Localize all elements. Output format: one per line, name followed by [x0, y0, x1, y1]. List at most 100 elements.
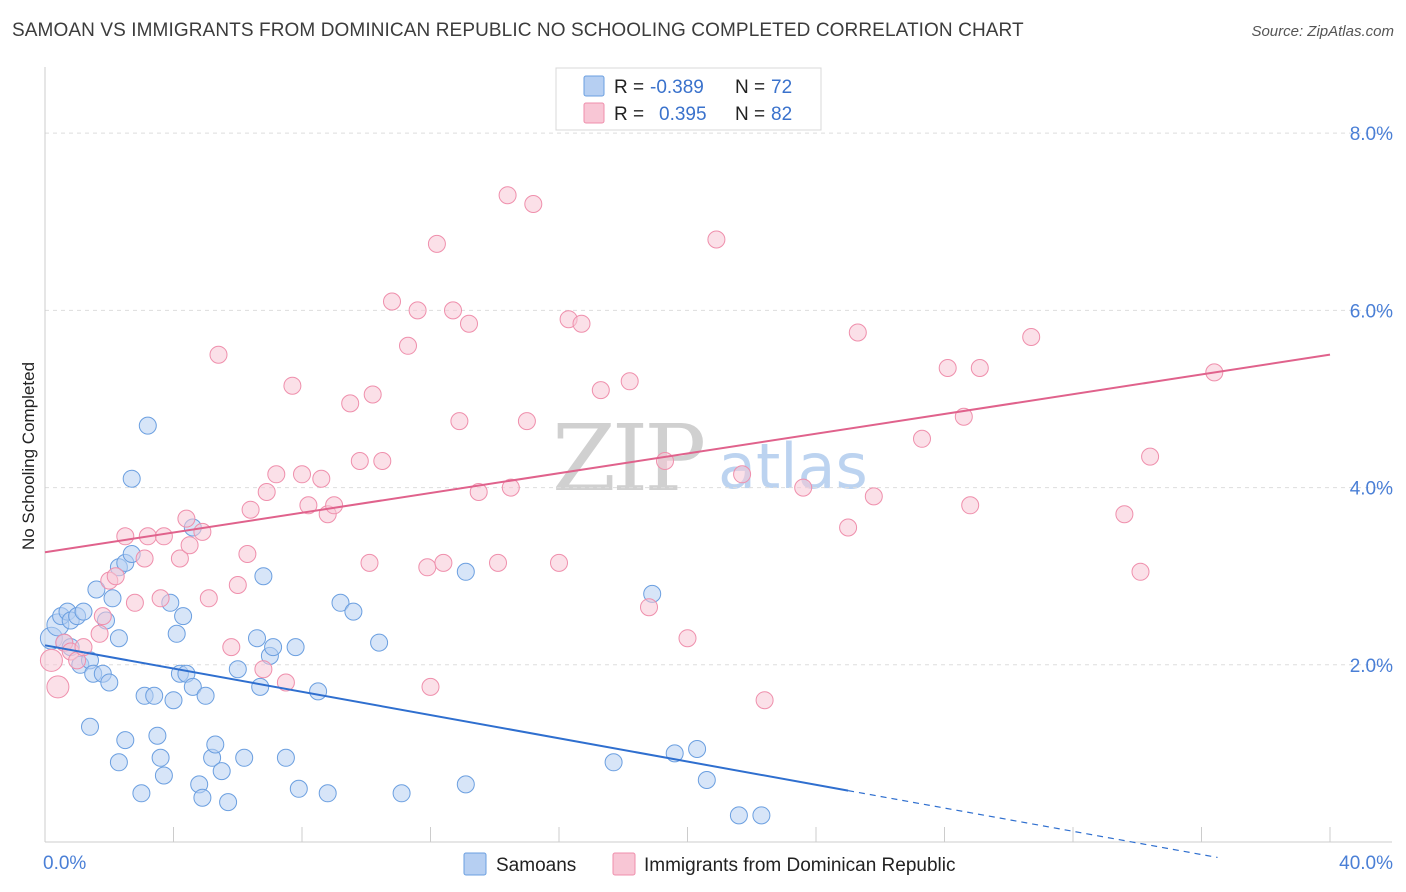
dominican-point-80	[1141, 447, 1160, 466]
samoan-point-23	[138, 416, 157, 435]
dominican-point-66	[733, 465, 752, 484]
legend-n-label-1: N =	[735, 77, 765, 98]
dominican-point-6	[90, 624, 109, 643]
dominican-point-71	[864, 487, 883, 506]
y-tick-label-2: 6.0%	[1350, 301, 1393, 322]
dominican-point-67	[755, 691, 774, 710]
dominican-point-46	[427, 234, 446, 253]
legend-n-label-2: N =	[735, 104, 765, 125]
legend-swatch-dominican	[583, 102, 605, 124]
axes	[44, 67, 1392, 843]
legend-r-value-1: -0.389	[650, 77, 704, 98]
samoan-point-70	[132, 784, 151, 803]
samoan-point-30	[167, 624, 186, 643]
samoan-point-54	[318, 784, 337, 803]
dominican-point-42	[399, 336, 417, 355]
y-axis-label: No Schooling Completed	[19, 362, 38, 550]
dominican-point-0	[39, 648, 63, 672]
dominican-point-69	[839, 518, 858, 537]
chart-source: Source: ZipAtlas.com	[1251, 23, 1394, 40]
dominican-point-10	[116, 527, 135, 546]
dominican-point-53	[498, 186, 517, 205]
dominican-point-73	[938, 359, 957, 377]
dominican-point-20	[199, 589, 218, 608]
samoan-point-41	[212, 762, 231, 781]
samoan-point-27	[154, 766, 173, 785]
dominican-point-79	[1131, 562, 1150, 581]
dominican-point-27	[257, 483, 276, 501]
dominican-point-19	[193, 522, 212, 541]
dominican-point-22	[222, 638, 241, 657]
samoan-point-59	[456, 562, 475, 581]
dominican-point-44	[418, 558, 437, 577]
dominican-point-75	[961, 496, 980, 515]
dominican-point-30	[283, 376, 302, 395]
samoan-point-64	[688, 740, 707, 758]
legend-swatch-samoans	[583, 75, 605, 97]
samoan-point-43	[228, 660, 247, 679]
samoan-point-58	[392, 784, 411, 803]
dominican-point-24	[238, 545, 257, 563]
y-tick-label-0: 2.0%	[1350, 656, 1393, 677]
dominican-point-43	[408, 301, 427, 320]
samoan-point-45	[248, 629, 266, 648]
dominican-point-45	[421, 677, 440, 696]
dominican-point-77	[1022, 328, 1041, 346]
dominican-point-68	[794, 478, 813, 497]
legend-n-value-2: 82	[771, 104, 792, 125]
samoan-point-12	[87, 580, 106, 599]
dominican-point-12	[135, 549, 154, 568]
dominican-point-25	[241, 500, 260, 519]
dominican-point-51	[469, 483, 488, 501]
dominican-point-1	[46, 675, 70, 699]
dominican-point-18	[180, 536, 199, 555]
y-tick-label-1: 4.0%	[1350, 479, 1393, 500]
dominican-point-70	[848, 323, 867, 342]
samoan-point-21	[122, 469, 141, 488]
dominican-point-52	[489, 553, 507, 572]
dominican-point-26	[254, 660, 273, 679]
samoan-point-53	[309, 682, 328, 701]
samoan-point-50	[276, 748, 295, 767]
samoan-point-47	[254, 567, 273, 586]
samoan-point-49	[264, 638, 283, 657]
dominican-point-62	[640, 598, 658, 617]
series-dominican-republic	[39, 186, 1224, 710]
dominican-point-65	[707, 230, 726, 249]
samoan-point-60	[456, 775, 475, 794]
samoan-point-26	[151, 748, 170, 767]
legend-r-value-2: 0.395	[659, 104, 707, 125]
dominican-point-61	[620, 372, 639, 391]
legend-r-label-2: R =	[614, 104, 644, 125]
dominican-point-76	[970, 359, 989, 377]
samoan-point-40	[206, 735, 225, 754]
samoan-point-9	[74, 602, 93, 621]
dominican-point-17	[177, 509, 196, 528]
dominican-point-7	[93, 607, 112, 626]
dominican-point-21	[209, 345, 228, 364]
samoan-point-61	[604, 753, 623, 772]
samoan-point-24	[145, 686, 164, 705]
samoan-point-51	[286, 638, 305, 657]
samoan-point-16	[103, 589, 122, 608]
dominican-point-55	[517, 412, 536, 431]
samoan-point-37	[193, 788, 212, 807]
dominican-point-56	[524, 195, 543, 213]
samoan-point-44	[235, 748, 254, 767]
dominican-point-39	[363, 385, 382, 404]
dominican-point-50	[460, 314, 478, 333]
dominican-point-37	[350, 452, 369, 470]
dominican-point-41	[383, 292, 401, 311]
series-legend: Samoans Immigrants from Dominican Republ…	[463, 852, 956, 876]
dominican-point-9	[106, 567, 125, 586]
dominican-point-23	[228, 576, 247, 594]
ticks: 2.0% 4.0% 6.0% 8.0% 0.0% 40.0%	[43, 124, 1393, 874]
samoan-point-25	[148, 726, 167, 745]
dominican-point-78	[1115, 505, 1134, 524]
samoan-point-71	[109, 753, 128, 772]
bottom-legend-label-samoans: Samoans	[496, 855, 576, 876]
bottom-legend-label-dominican: Immigrants from Dominican Republic	[644, 855, 956, 876]
dominican-point-14	[151, 589, 170, 608]
samoan-point-68	[81, 717, 99, 736]
